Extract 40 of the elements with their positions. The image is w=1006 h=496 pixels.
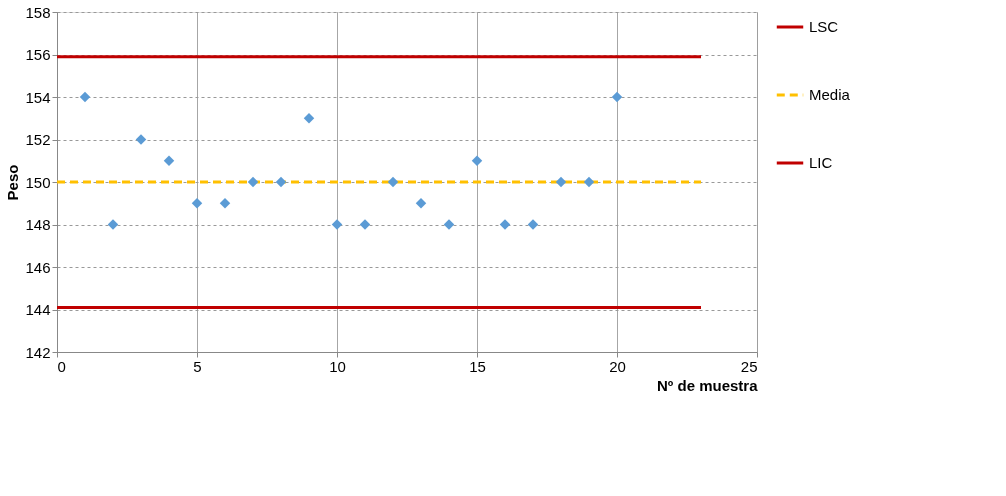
point — [219, 198, 231, 209]
y-tick-label: 142 — [25, 343, 51, 361]
point — [247, 176, 259, 188]
point — [555, 176, 567, 188]
point — [79, 91, 91, 103]
x-tick-label: 25 — [740, 357, 758, 375]
point — [527, 219, 539, 230]
point — [275, 176, 287, 188]
point — [583, 176, 595, 188]
y-tick-label: 154 — [25, 88, 51, 106]
y-tick-label: 148 — [25, 216, 51, 233]
point — [191, 198, 203, 209]
legend-label: Media — [809, 86, 851, 103]
y-tick-label: 152 — [25, 131, 51, 148]
legend-label: LSC — [809, 18, 839, 35]
legend-label: LIC — [809, 154, 833, 171]
point — [331, 219, 343, 230]
y-tick-label: 158 — [25, 3, 51, 21]
point — [471, 155, 483, 166]
y-tick-label: 146 — [25, 258, 51, 276]
point — [107, 219, 119, 230]
y-tick-label: 150 — [25, 173, 51, 191]
point — [303, 113, 315, 124]
point — [415, 198, 427, 209]
point — [135, 134, 147, 145]
point — [387, 176, 399, 188]
point — [443, 219, 455, 230]
point — [499, 219, 511, 230]
x-tick-label: 5 — [193, 357, 202, 375]
y-axis-title: Peso — [4, 164, 22, 201]
point — [359, 219, 371, 230]
x-tick-label: 0 — [57, 357, 66, 375]
x-tick-label: 20 — [609, 357, 626, 375]
x-axis-title: Nº de muestra — [656, 376, 759, 394]
x-tick-label: 10 — [329, 357, 346, 375]
y-tick-label: 144 — [25, 301, 51, 318]
x-tick-label: 15 — [469, 357, 486, 375]
y-tick-label: 156 — [25, 46, 51, 63]
point — [163, 155, 175, 166]
point — [611, 91, 623, 103]
